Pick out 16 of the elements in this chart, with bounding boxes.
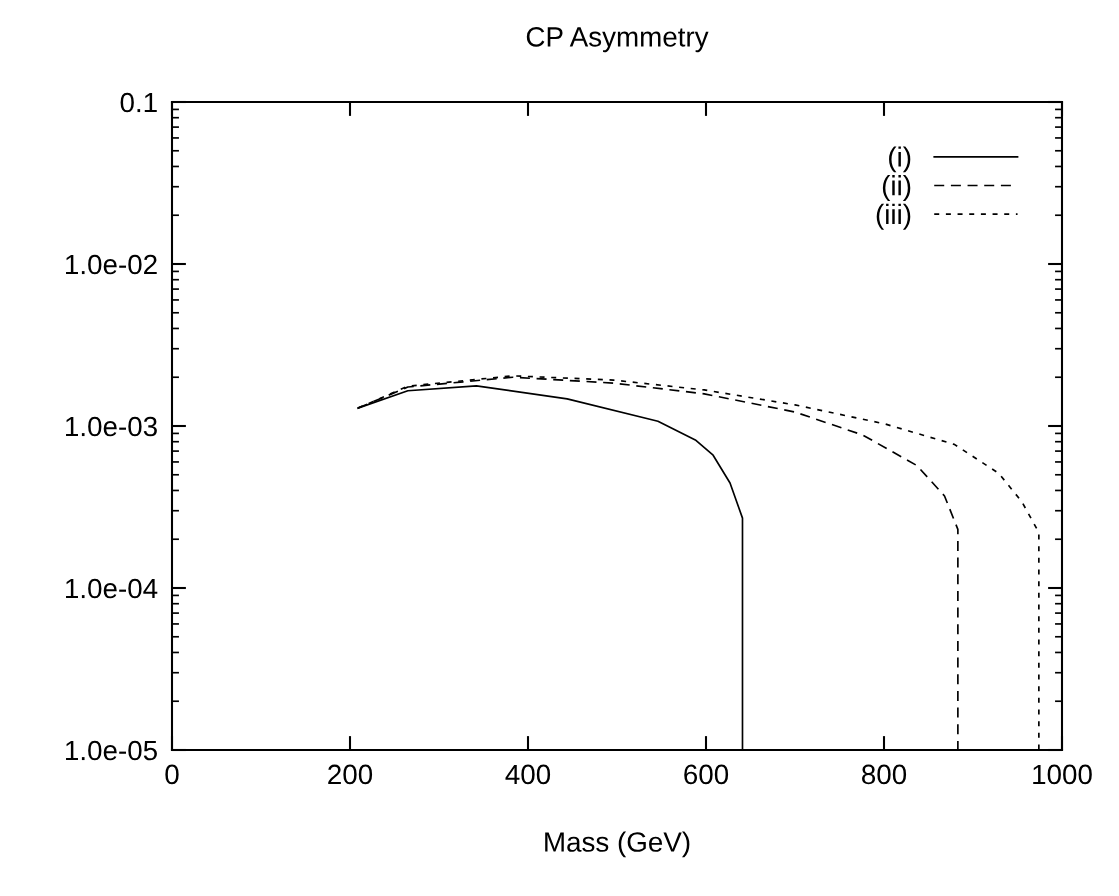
y-tick-label: 1.0e-04 bbox=[66, 578, 158, 599]
y-tick-label: 1.0e-02 bbox=[66, 254, 157, 275]
x-tick-label: 800 bbox=[862, 764, 907, 785]
x-tick-label: 200 bbox=[328, 764, 373, 785]
legend-label: (iii) bbox=[876, 203, 911, 230]
y-tick-label: 0.1 bbox=[120, 92, 157, 113]
legend-label: (ii) bbox=[882, 175, 911, 201]
x-tick-label: 1000 bbox=[1033, 764, 1092, 785]
x-tick-label: 400 bbox=[505, 764, 551, 785]
legend-label: (i) bbox=[889, 146, 911, 173]
y-tick-label: 1.0e-05 bbox=[66, 740, 157, 761]
x-tick-label: 0 bbox=[165, 764, 179, 785]
x-tick-label: 600 bbox=[684, 764, 729, 785]
chart-title: CP Asymmetry bbox=[526, 27, 709, 53]
x-axis-title: Mass (GeV) bbox=[545, 831, 690, 858]
y-tick-label: 1.0e-03 bbox=[66, 416, 157, 437]
